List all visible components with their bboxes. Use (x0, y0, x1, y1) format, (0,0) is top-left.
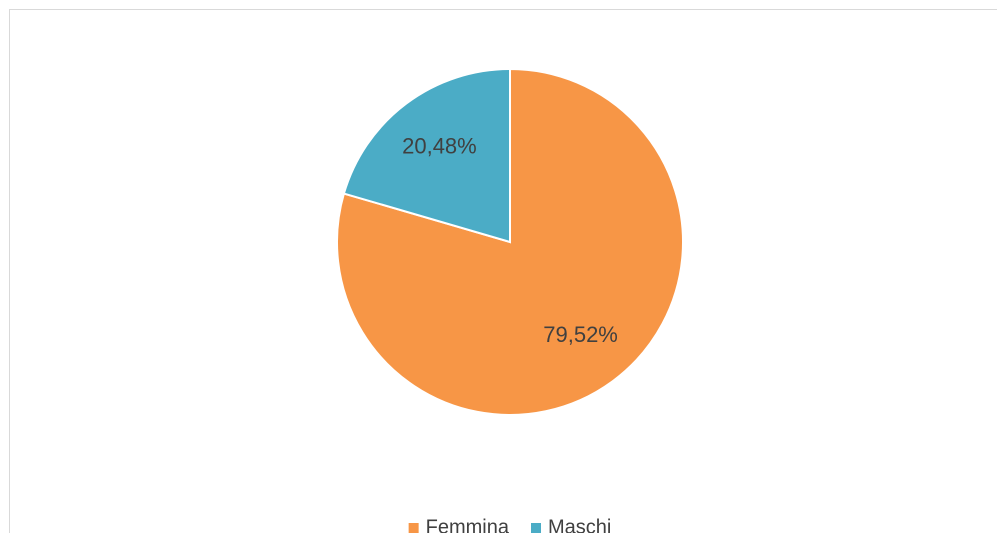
legend-swatch (408, 523, 419, 533)
legend-swatch (531, 523, 541, 533)
legend-label: Maschi (548, 516, 611, 533)
chart-border (9, 9, 997, 533)
data-label: 20,48% (402, 134, 477, 159)
legend-label: Femmina (426, 516, 510, 533)
pie-slice (342, 67, 511, 244)
data-label: 79,52% (543, 322, 618, 347)
